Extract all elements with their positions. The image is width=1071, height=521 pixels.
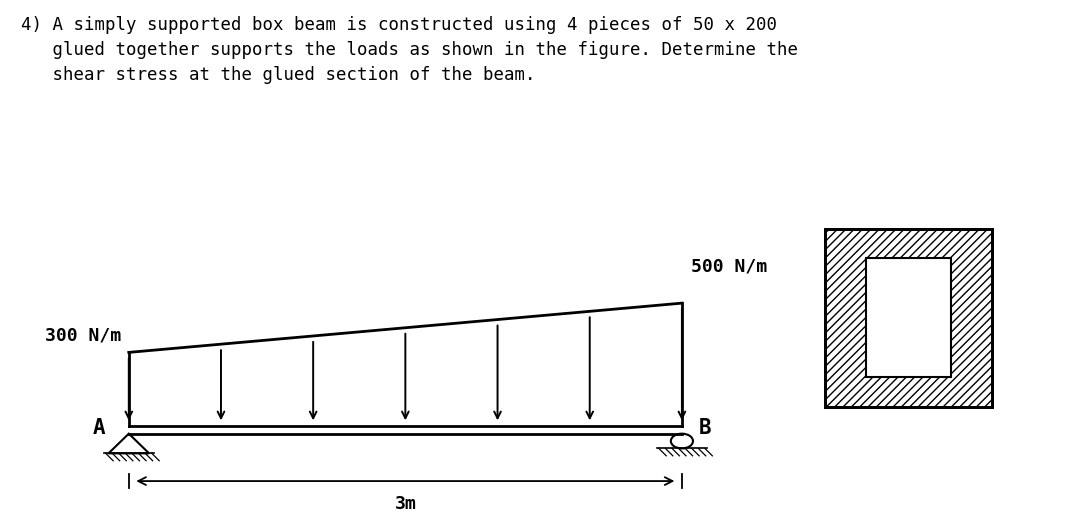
Text: 4) A simply supported box beam is constructed using 4 pieces of 50 x 200
   glue: 4) A simply supported box beam is constr… (21, 16, 798, 84)
Bar (865, 258, 951, 377)
Text: 300 N/m: 300 N/m (45, 327, 121, 345)
Text: A: A (93, 417, 106, 438)
Bar (825, 229, 992, 407)
Text: 3m: 3m (394, 494, 417, 513)
Text: B: B (698, 417, 711, 438)
Text: 500 N/m: 500 N/m (691, 257, 767, 276)
Bar (825, 229, 992, 407)
